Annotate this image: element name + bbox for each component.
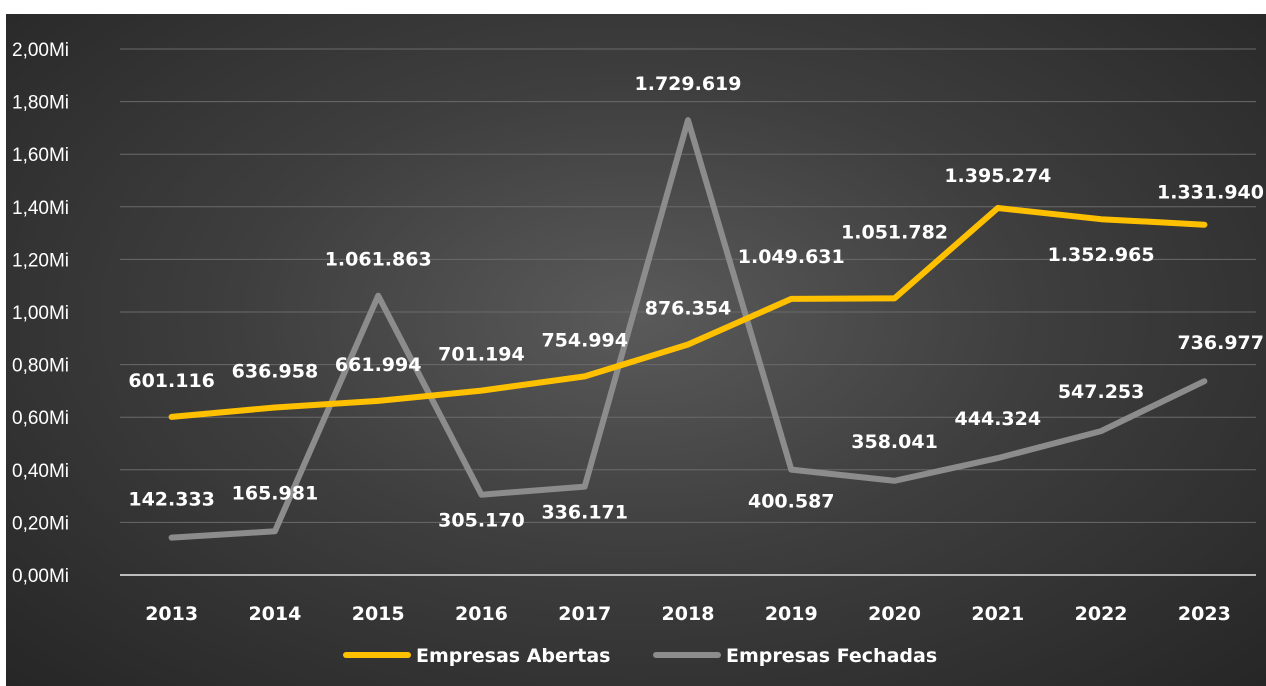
x-tick-label: 2023 [1178, 603, 1231, 625]
x-tick-label: 2019 [765, 603, 818, 625]
y-tick-label: 0,20Mi [12, 513, 69, 534]
data-label: 876.354 [645, 298, 732, 320]
y-tick-label: 2,00Mi [12, 40, 69, 61]
data-label: 444.324 [955, 408, 1042, 430]
data-label: 547.253 [1058, 381, 1145, 403]
x-tick-label: 2017 [558, 603, 611, 625]
legend: Empresas Abertas Empresas Fechadas [343, 645, 937, 667]
data-label: 1.051.782 [841, 221, 948, 243]
y-tick-label: 1,20Mi [12, 250, 69, 271]
x-tick-label: 2018 [662, 603, 715, 625]
x-tick-label: 2022 [1075, 603, 1128, 625]
y-tick-label: 0,40Mi [12, 461, 69, 482]
data-label: 754.994 [541, 329, 628, 351]
series-line-empresas-fechadas [168, 117, 1208, 541]
y-tick-label: 0,60Mi [12, 408, 69, 429]
line-chart: 0,00Mi 0,20Mi 0,40Mi 0,60Mi 0,80Mi 1,00Mi 1,20… [12, 40, 1264, 667]
y-tick-label: 1,40Mi [12, 198, 69, 219]
data-label: 661.994 [335, 354, 422, 376]
x-tick-label: 2016 [455, 603, 508, 625]
data-label: 1.049.631 [738, 246, 845, 268]
y-axis-ticks: 0,00Mi 0,20Mi 0,40Mi 0,60Mi 0,80Mi 1,00Mi 1,20… [12, 40, 69, 587]
series-line-empresas-abertas [168, 205, 1208, 420]
x-tick-label: 2020 [868, 603, 921, 625]
data-label: 1.729.619 [635, 73, 742, 95]
legend-label: Empresas Fechadas [726, 645, 937, 667]
x-tick-label: 2015 [352, 603, 405, 625]
series-lines [168, 117, 1208, 541]
data-label: 1.061.863 [325, 249, 432, 271]
data-label: 736.977 [1177, 332, 1264, 354]
x-tick-label: 2021 [971, 603, 1024, 625]
data-label: 701.194 [438, 344, 525, 366]
data-label: 142.333 [128, 489, 215, 511]
y-tick-label: 0,00Mi [12, 566, 69, 587]
y-tick-label: 1,00Mi [12, 303, 69, 324]
data-label: 336.171 [541, 502, 628, 524]
data-label: 358.041 [851, 431, 938, 453]
data-label: 1.331.940 [1157, 182, 1264, 204]
x-axis-ticks: 2013 2014 2015 2016 2017 2018 2019 2020 2021 2022… [145, 603, 1231, 625]
data-label: 1.352.965 [1048, 244, 1155, 266]
data-label: 1.395.274 [944, 165, 1051, 187]
y-tick-label: 0,80Mi [12, 356, 69, 377]
y-tick-label: 1,80Mi [12, 93, 69, 114]
data-label: 636.958 [232, 360, 319, 382]
data-label: 400.587 [748, 491, 835, 513]
x-tick-label: 2013 [145, 603, 198, 625]
data-label: 305.170 [438, 510, 525, 532]
data-label: 601.116 [128, 370, 215, 392]
legend-label: Empresas Abertas [416, 645, 610, 667]
chart-area: 0,00Mi 0,20Mi 0,40Mi 0,60Mi 0,80Mi 1,00Mi 1,20… [6, 14, 1266, 686]
data-label: 165.981 [232, 482, 319, 504]
x-tick-label: 2014 [248, 603, 301, 625]
gridlines [120, 48, 1256, 576]
y-tick-label: 1,60Mi [12, 145, 69, 166]
data-labels: 601.116 636.958 661.994 701.194 754.994 876.3… [128, 73, 1264, 532]
